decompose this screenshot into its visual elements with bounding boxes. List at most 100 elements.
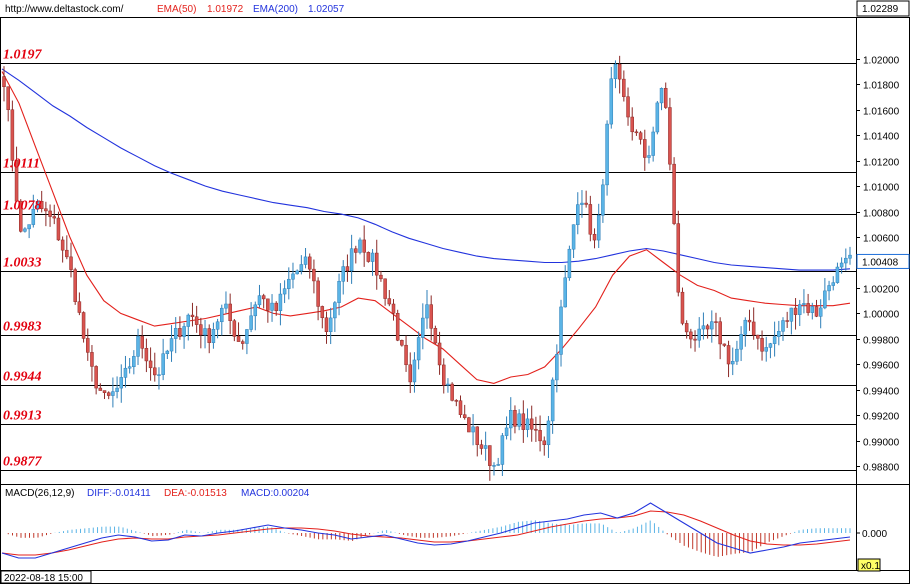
candle-body (789, 307, 794, 322)
candle-body (802, 303, 806, 305)
candle-body (19, 200, 23, 232)
candle-body (23, 228, 27, 232)
main-plot-frame (0, 17, 857, 485)
candle-body (848, 254, 852, 259)
candle-body (588, 204, 593, 235)
candle-body (358, 239, 362, 253)
candle-body (701, 325, 706, 330)
candle-body (684, 323, 689, 333)
candle-body (651, 131, 655, 156)
footer-timestamp: 2022-08-18 15:00 (4, 573, 83, 584)
candle-body (517, 413, 521, 427)
candle-body (194, 316, 199, 325)
support-resistance-levels (1, 63, 856, 471)
candle-body (810, 306, 815, 313)
price-tick-label: 1.00000 (863, 310, 900, 321)
price-axis-frame (856, 17, 910, 485)
ema200-series (1, 68, 851, 271)
candle-body (412, 359, 417, 383)
ema200-line (1, 68, 851, 271)
candle-body (236, 336, 241, 342)
candle-body (475, 426, 480, 445)
candle-body (739, 334, 743, 350)
candle-body (144, 348, 149, 362)
candle-body (500, 435, 505, 465)
candle-body (345, 266, 350, 272)
candle-body (609, 78, 614, 125)
candle-body (228, 303, 232, 321)
candle-body (220, 307, 224, 323)
candle-body (416, 337, 421, 361)
ema50-label: EMA(50) (157, 4, 196, 15)
price-tick-label: 1.01000 (863, 183, 900, 194)
candle-body (324, 317, 329, 332)
candle-body (2, 76, 6, 88)
candle-body (6, 86, 10, 110)
candle-body (27, 224, 31, 230)
candle-body (257, 295, 262, 306)
candle-body (215, 321, 220, 330)
candle-body (663, 88, 668, 108)
price-tick-label: 1.01400 (863, 132, 900, 143)
candle-body (408, 364, 412, 383)
candle-body (354, 248, 358, 253)
candle-body (169, 338, 174, 352)
site-url[interactable]: http://www.deltastock.com/ (5, 4, 124, 15)
price-tick-label: 1.00800 (863, 209, 900, 220)
candle-body (643, 139, 647, 158)
candle-body (60, 239, 65, 251)
candle-body (182, 326, 186, 337)
candle-body (814, 306, 819, 317)
candle-body (697, 328, 701, 341)
candle-body (437, 342, 442, 366)
candle-body (320, 306, 325, 319)
candle-body (559, 306, 563, 355)
level-label: 1.0197 (3, 48, 43, 63)
macd-scale: x0.1 (861, 561, 880, 572)
candle-body (764, 347, 768, 352)
candle-body (626, 96, 630, 118)
level-label: 0.9877 (3, 455, 43, 470)
level-label: 1.0111 (3, 157, 40, 172)
candle-body (245, 329, 249, 344)
candle-body (722, 343, 727, 346)
macd-zero-tick: 0.000 (862, 529, 887, 540)
candle-body (249, 315, 253, 330)
candle-body (797, 304, 802, 315)
candle-body (613, 64, 618, 80)
candle-body (835, 266, 840, 283)
candle-body (73, 269, 77, 302)
candle-body (785, 320, 789, 322)
candle-body (366, 252, 371, 262)
candle-body (710, 321, 714, 330)
candle-body (379, 274, 383, 280)
candle-body (404, 344, 408, 366)
candle-body (203, 328, 207, 336)
level-label: 0.9944 (3, 370, 42, 385)
candle-body (14, 160, 19, 202)
top-right-price: 1.02289 (862, 4, 899, 15)
candle-body (425, 304, 429, 319)
candle-body (580, 202, 584, 205)
candle-body (132, 356, 136, 367)
level-labels: 1.0197 1.0111 1.0078 1.0033 0.9983 0.9944 0.99… (3, 48, 43, 470)
candle-body (529, 418, 534, 430)
candle-body (831, 282, 835, 286)
price-tick-label: 0.99400 (863, 387, 900, 398)
candle-body (504, 427, 509, 436)
candle-body (760, 338, 764, 352)
candle-body (178, 328, 182, 337)
candle-body (65, 249, 69, 258)
candle-body (337, 281, 341, 303)
candle-body (123, 367, 128, 378)
candle-body (391, 303, 396, 314)
candle-body (743, 319, 748, 335)
price-tick-label: 1.00200 (863, 285, 900, 296)
candle-body (303, 256, 308, 265)
current-price-marker: 1.00408 (856, 253, 910, 269)
candle-body (240, 341, 245, 344)
candle-body (31, 208, 36, 225)
candle-body (634, 131, 639, 134)
candle-body (492, 465, 496, 467)
candle-body (747, 319, 752, 323)
